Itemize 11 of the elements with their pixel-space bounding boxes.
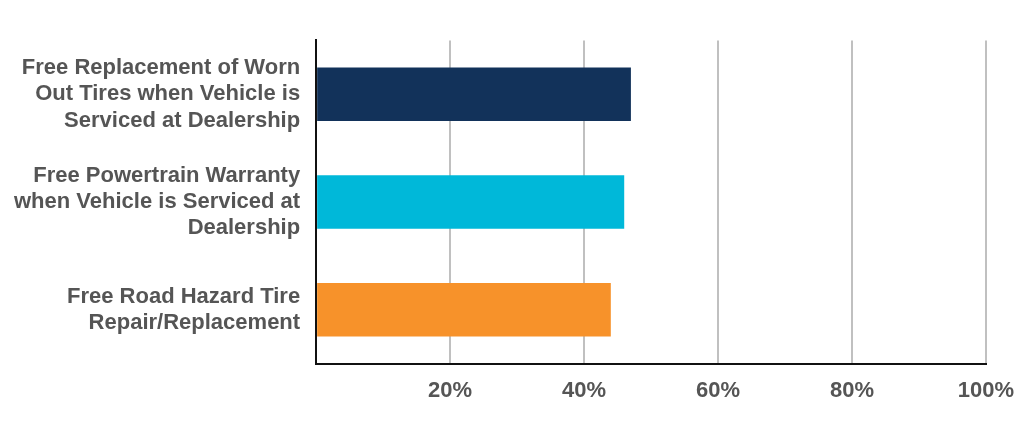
x-tick-label: 60% bbox=[695, 376, 740, 402]
y-tick-label: Free Powertrain Warranty when Vehicle is Serviced at Dealership bbox=[13, 161, 301, 240]
bar bbox=[317, 67, 631, 121]
x-tick-label: 100% bbox=[957, 376, 1015, 402]
x-tick-label: 20% bbox=[428, 376, 473, 402]
x-tick-label: 80% bbox=[829, 376, 874, 402]
y-tick-label: Free Replacement of Worn Out Tires when Vehicle is Serviced at Dealership bbox=[21, 53, 301, 132]
bar bbox=[317, 283, 611, 337]
x-tick-label: 40% bbox=[562, 376, 607, 402]
bar bbox=[317, 175, 625, 229]
y-tick-label: Free Road Hazard Tire Repair/Replacement bbox=[67, 282, 301, 334]
